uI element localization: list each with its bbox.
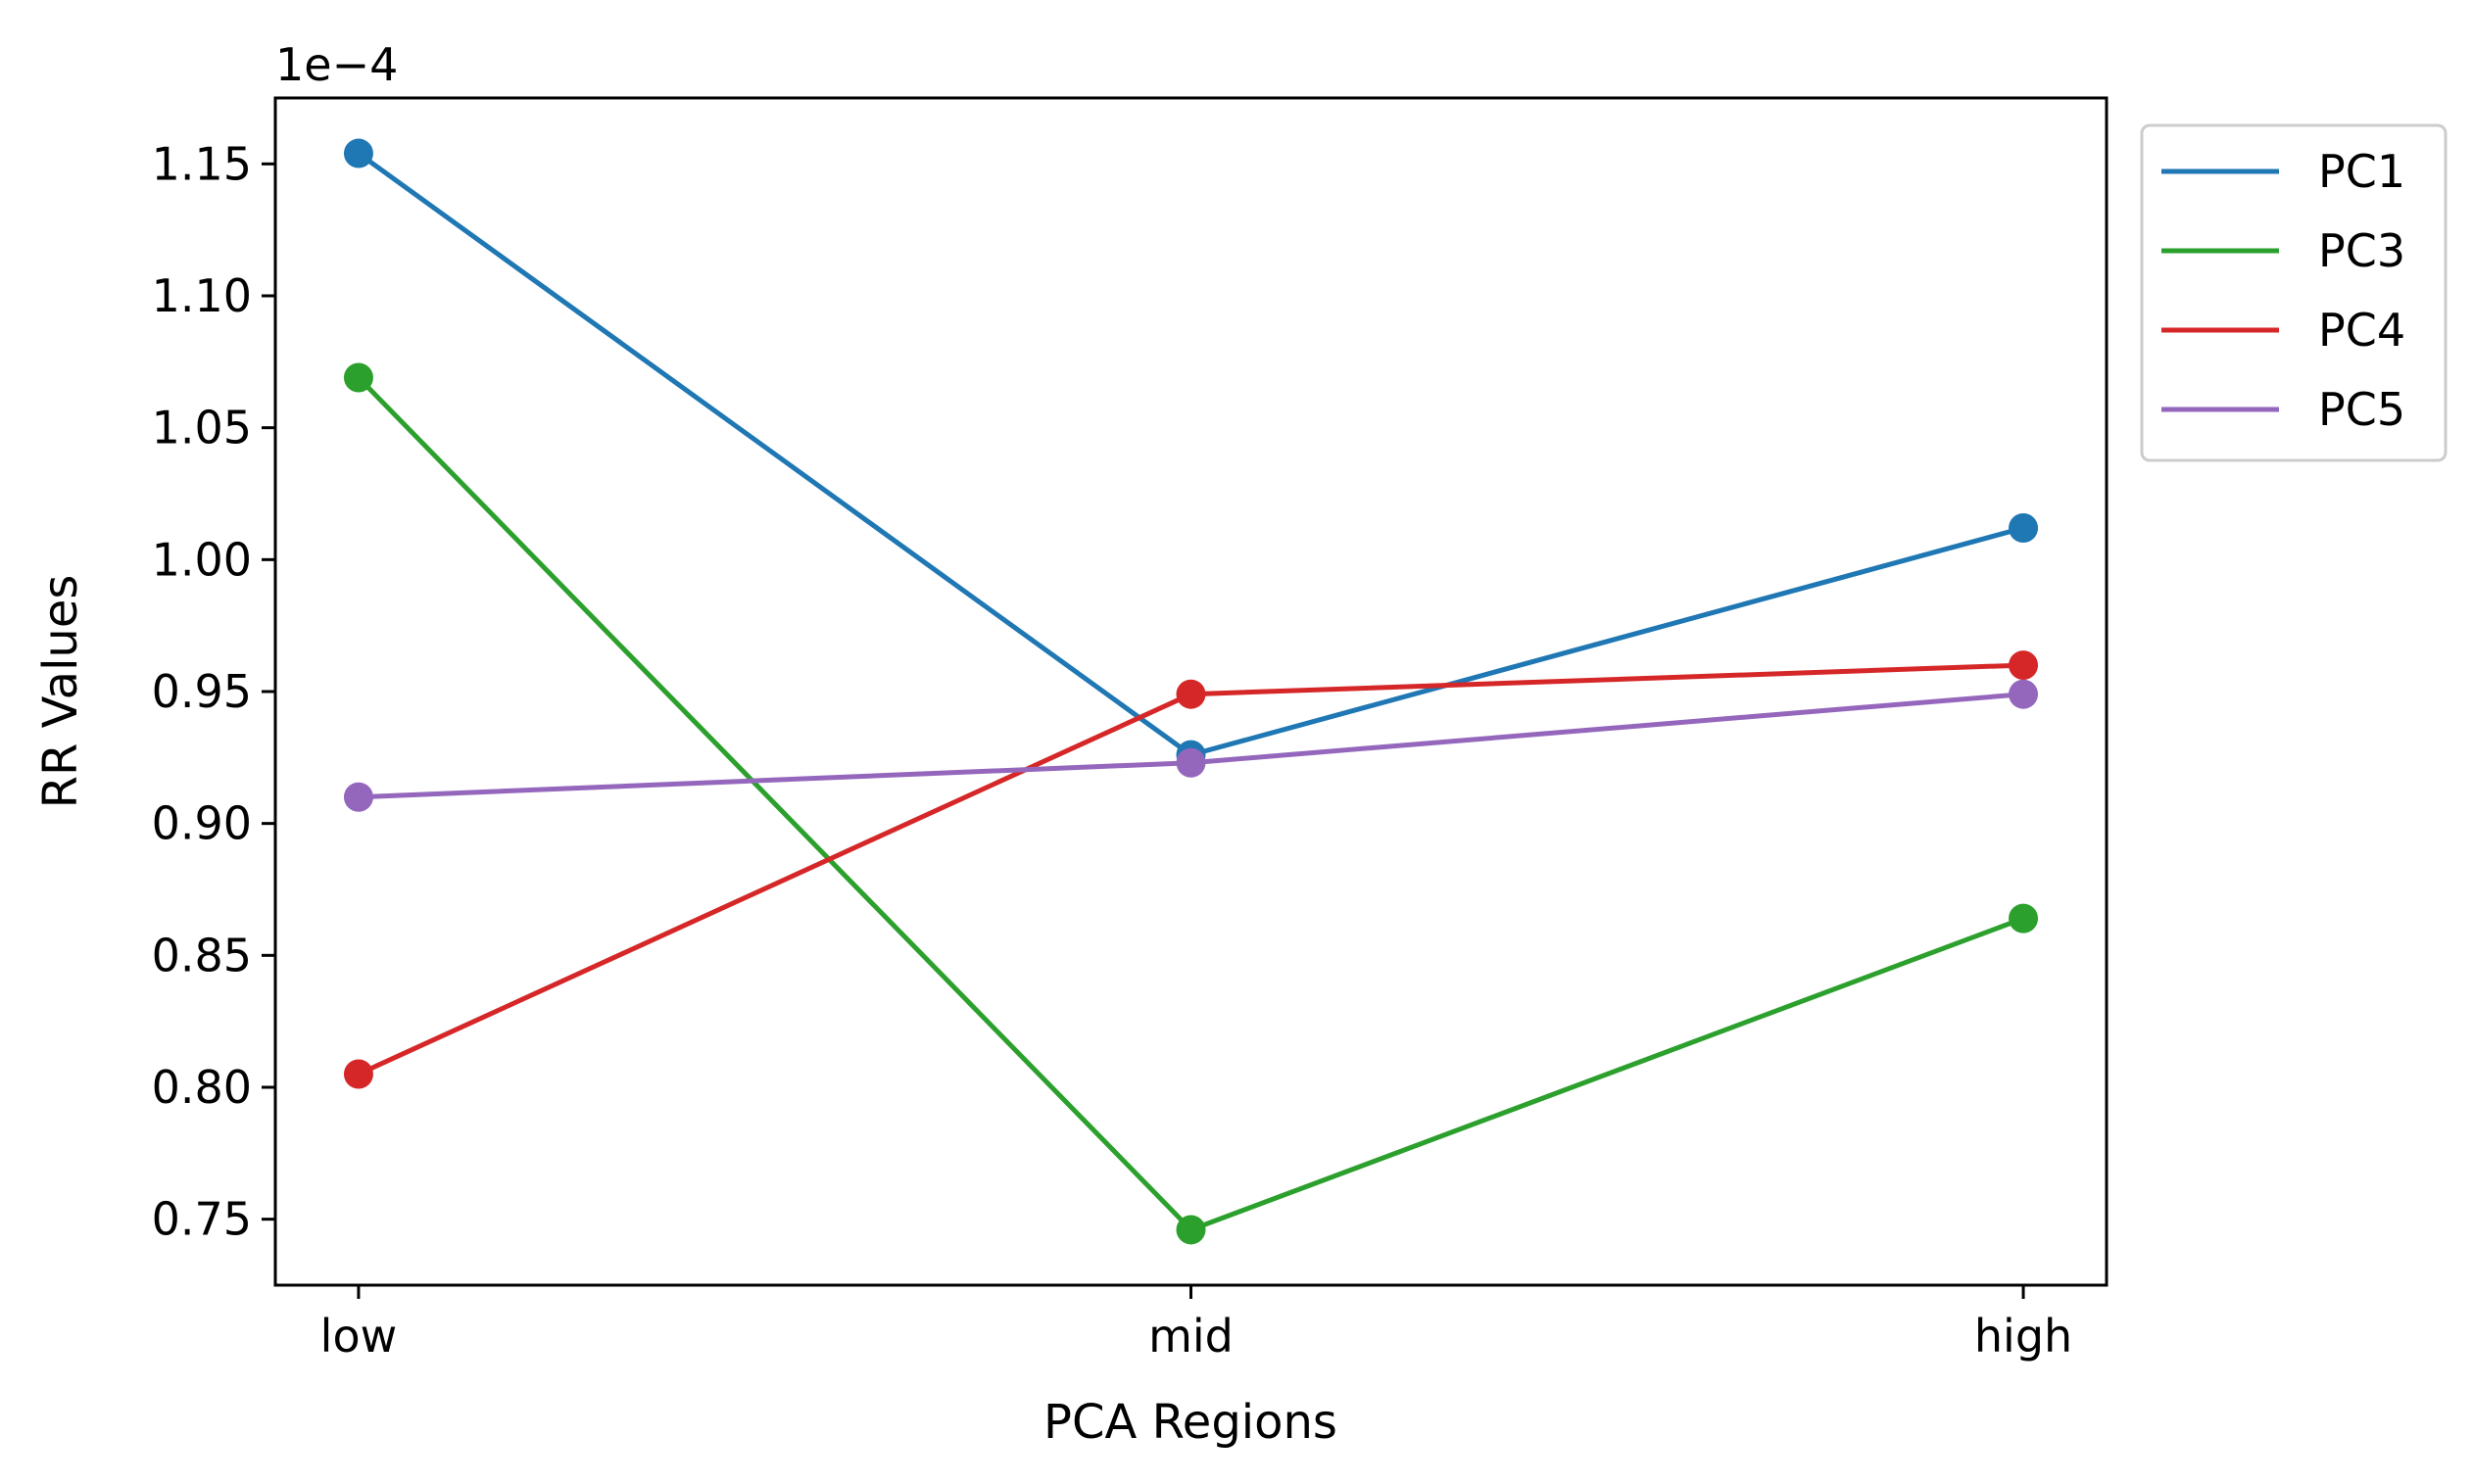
y-tick-label: 0.80 xyxy=(152,1061,252,1114)
data-point-pc4-mid xyxy=(1176,679,1206,709)
legend-label-pc4: PC4 xyxy=(2318,304,2405,357)
x-tick-label-mid: mid xyxy=(1148,1310,1234,1363)
y-axis-label: RR Values xyxy=(33,575,88,809)
y-tick-label: 0.95 xyxy=(152,665,252,718)
y-tick-label: 1.00 xyxy=(152,533,252,586)
series-pc4 xyxy=(343,650,2039,1089)
y-axis: 0.75 0.80 0.85 0.90 0.95 1.00 1.05 1.10 1.15 xyxy=(152,137,275,1246)
legend: PC1 PC3 PC4 PC5 xyxy=(2140,123,2448,462)
data-point-pc1-low xyxy=(343,138,373,168)
legend-label-pc1: PC1 xyxy=(2318,145,2405,198)
y-scale-factor: 1e−4 xyxy=(275,38,398,91)
data-point-pc5-mid xyxy=(1176,747,1206,778)
legend-label-pc5: PC5 xyxy=(2318,383,2405,436)
data-point-pc3-high xyxy=(2009,903,2039,933)
x-tick-label-high: high xyxy=(1974,1310,2072,1363)
data-point-pc1-high xyxy=(2009,513,2039,544)
x-axis-label: PCA Regions xyxy=(1043,1395,1337,1450)
y-tick-label: 1.05 xyxy=(152,402,252,455)
y-tick-label: 0.75 xyxy=(152,1193,252,1246)
y-tick-label: 1.15 xyxy=(152,137,252,190)
series-pc5 xyxy=(343,679,2039,812)
data-point-pc5-low xyxy=(343,782,373,812)
series-pc3 xyxy=(343,362,2039,1245)
data-point-pc4-low xyxy=(343,1059,373,1089)
x-tick-label-low: low xyxy=(320,1310,398,1363)
y-tick-label: 0.90 xyxy=(152,797,252,850)
x-axis: low mid high xyxy=(320,1285,2072,1363)
series-line-pc1 xyxy=(357,151,2024,758)
data-point-pc5-high xyxy=(2009,679,2039,709)
y-tick-label: 0.85 xyxy=(152,929,252,981)
series-line-pc3 xyxy=(357,375,2024,1232)
legend-label-pc3: PC3 xyxy=(2318,224,2405,277)
data-point-pc3-low xyxy=(343,362,373,393)
legend-box xyxy=(2140,123,2448,462)
data-point-pc3-mid xyxy=(1176,1215,1206,1245)
y-tick-label: 1.10 xyxy=(152,269,252,322)
data-point-pc4-high xyxy=(2009,650,2039,681)
series-layer xyxy=(343,138,2039,1245)
